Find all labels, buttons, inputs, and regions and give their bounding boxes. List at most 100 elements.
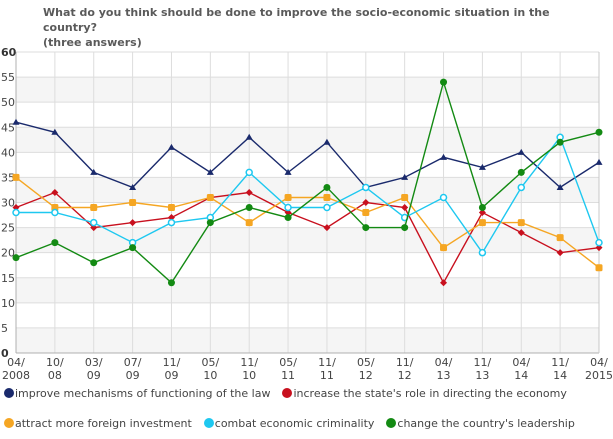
y-tick-label: 35 <box>1 171 15 184</box>
data-point <box>323 183 331 191</box>
y-tick-label: 55 <box>1 71 15 84</box>
legend-label: improve mechanisms of functioning of the… <box>15 387 271 400</box>
data-point <box>129 219 137 227</box>
data-point <box>12 173 20 181</box>
data-point <box>323 193 331 201</box>
y-tick-label: 40 <box>1 146 15 159</box>
x-tick-label: 12 <box>359 369 373 382</box>
y-tick-label: 50 <box>1 96 15 109</box>
data-point <box>245 168 253 177</box>
y-tick-label: 10 <box>1 297 15 310</box>
legend-label: increase the state's role in directing t… <box>293 387 567 400</box>
data-point <box>284 214 292 222</box>
data-point <box>401 173 409 180</box>
x-tick-label: 05/ <box>279 356 297 369</box>
data-point <box>362 224 370 232</box>
data-point <box>323 138 331 145</box>
grid-band <box>16 327 599 353</box>
data-point <box>517 168 525 176</box>
x-tick-label: 11/ <box>551 356 569 369</box>
legend-label: attract more foreign investment <box>15 417 192 430</box>
data-point <box>206 193 214 201</box>
y-tick-label: 5 <box>1 322 8 335</box>
data-point <box>517 219 525 227</box>
data-point <box>556 183 564 190</box>
x-tick-label: 08 <box>48 369 62 382</box>
legend-label: change the country's leadership <box>397 417 575 430</box>
x-tick-label: 09 <box>87 369 101 382</box>
series-2 <box>12 173 603 272</box>
data-point <box>129 183 137 190</box>
data-point <box>284 193 292 201</box>
series-4 <box>12 78 603 287</box>
data-point <box>284 203 292 212</box>
y-tick-label: 45 <box>1 121 15 134</box>
x-tick-label: 2015 <box>585 369 613 382</box>
y-tick-label: 15 <box>1 272 15 285</box>
legend-item[interactable]: increase the state's role in directing t… <box>282 379 567 409</box>
data-point <box>362 183 370 192</box>
chart-title-line-1: What do you think should be done to impr… <box>43 6 550 34</box>
data-point <box>517 183 526 192</box>
grid-band <box>16 227 599 253</box>
data-point <box>51 239 59 247</box>
data-point <box>556 234 564 242</box>
data-point <box>440 244 448 252</box>
data-point <box>595 238 603 247</box>
chart-title-line-2: (three answers) <box>43 36 142 49</box>
data-point <box>595 128 603 136</box>
x-tick-label: 05/ <box>201 356 219 369</box>
y-tick-label: 0 <box>1 347 9 360</box>
data-point <box>90 168 98 175</box>
x-tick-label: 09 <box>164 369 178 382</box>
x-tick-label: 11 <box>320 369 334 382</box>
data-point <box>206 219 214 227</box>
legend-item[interactable]: attract more foreign investment <box>4 409 192 439</box>
data-point <box>51 128 59 135</box>
x-tick-label: 07/ <box>124 356 142 369</box>
legend-marker-icon <box>386 418 397 428</box>
data-point <box>90 259 98 267</box>
legend-item[interactable]: improve mechanisms of functioning of the… <box>4 379 270 409</box>
x-axis-ticks: 04/200810/0803/0907/0911/0905/1011/1005/… <box>2 356 613 382</box>
x-tick-label: 10/ <box>46 356 64 369</box>
x-tick-label: 11/ <box>318 356 336 369</box>
data-point <box>323 203 331 212</box>
data-point <box>556 138 564 146</box>
data-point <box>362 209 370 217</box>
data-point <box>51 188 59 196</box>
data-point <box>517 229 525 237</box>
legend-item[interactable]: combat economic criminality <box>203 409 374 439</box>
x-tick-label: 11/ <box>474 356 492 369</box>
series-group <box>12 78 603 287</box>
data-point <box>362 199 370 206</box>
y-tick-label: 20 <box>1 247 15 260</box>
legend-item[interactable]: change the country's leadership <box>386 409 575 439</box>
data-point <box>401 204 409 212</box>
series-line <box>15 79 600 284</box>
legend: improve mechanisms of functioning of the… <box>4 379 609 439</box>
data-point <box>556 249 564 257</box>
x-tick-label: 04/ <box>435 356 453 369</box>
x-tick-label: 11 <box>281 369 295 382</box>
x-tick-label: 14 <box>514 369 528 382</box>
series-line <box>16 135 600 254</box>
data-point <box>401 193 409 201</box>
data-point <box>401 224 409 232</box>
chart-title: What do you think should be done to impr… <box>43 5 603 50</box>
data-point <box>245 219 253 227</box>
data-point <box>478 209 486 217</box>
legend-marker-icon <box>4 418 14 428</box>
data-point <box>595 158 603 165</box>
x-tick-label: 09 <box>126 369 140 382</box>
data-point <box>12 208 20 217</box>
x-tick-label: 04/ <box>512 356 530 369</box>
grid-band <box>16 77 599 103</box>
data-point <box>167 204 175 212</box>
data-point <box>12 254 20 262</box>
x-tick-label: 04/ <box>7 356 25 369</box>
x-tick-label: 10 <box>203 369 217 382</box>
data-point <box>129 244 137 252</box>
data-point <box>245 204 253 212</box>
grid-band <box>16 277 599 303</box>
